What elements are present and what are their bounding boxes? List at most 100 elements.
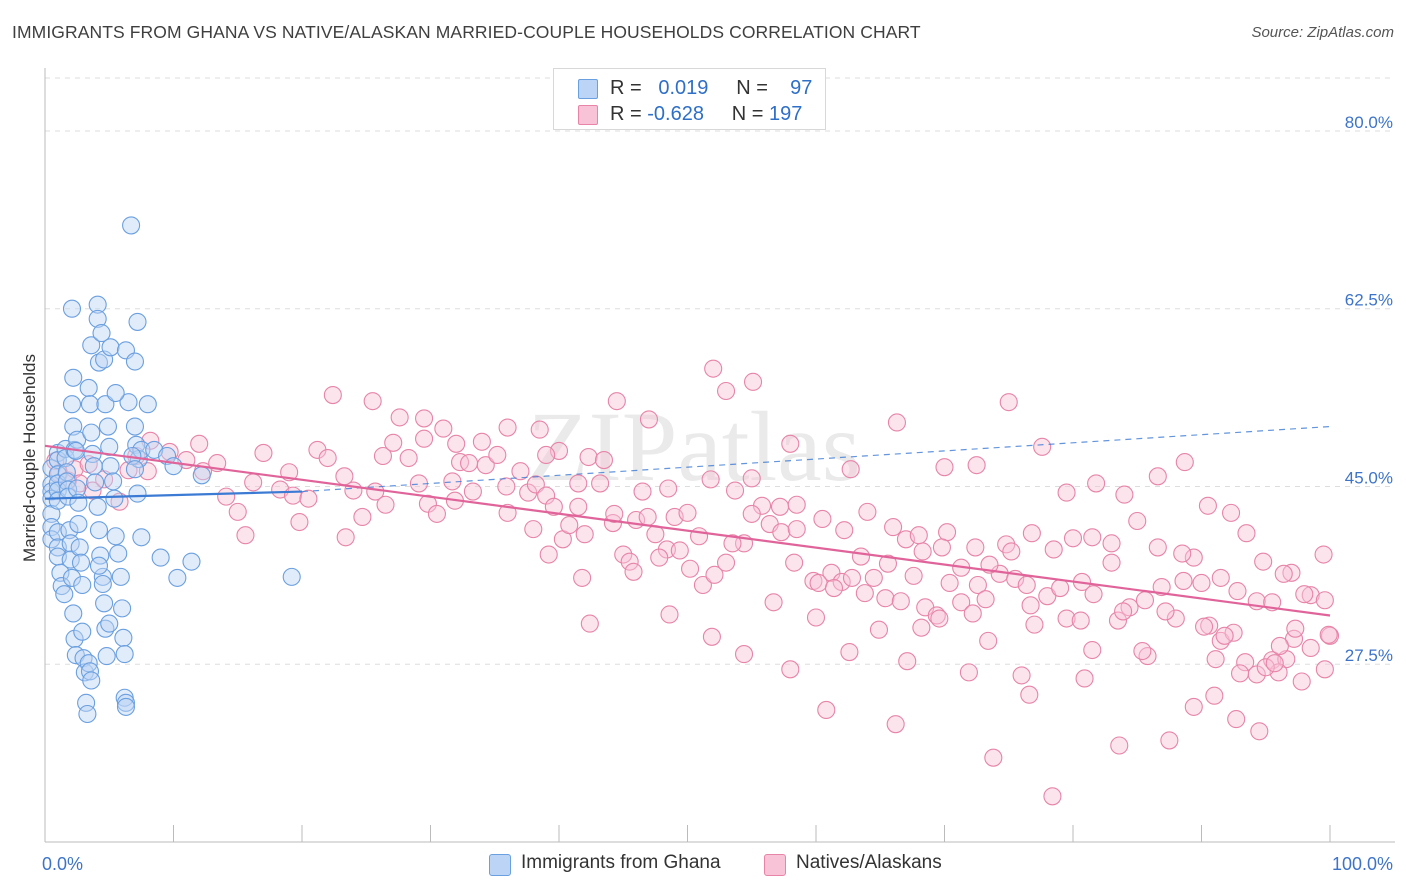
pink-point [660, 605, 679, 624]
pink-point [472, 432, 491, 451]
blue-point [84, 457, 103, 476]
pink-point [353, 507, 372, 526]
pink-point [1133, 641, 1152, 661]
pink-point [119, 461, 138, 480]
pink-point [415, 409, 434, 428]
pink-point [1128, 511, 1147, 531]
pink-point [1110, 736, 1129, 755]
trend-lines [44, 425, 1331, 617]
y-tick-label: 27.5% [1345, 646, 1393, 665]
pink-point [716, 553, 736, 572]
blue-point [80, 662, 100, 681]
pink-point [842, 568, 862, 587]
blue-point [48, 465, 67, 484]
pink-point [1087, 474, 1106, 493]
blue-point [132, 528, 151, 547]
pink-point [390, 408, 409, 427]
pink-point [463, 482, 482, 501]
pink-point [1200, 616, 1219, 635]
pink-point [909, 526, 928, 545]
stats-legend: R = 0.019 N = 97 R = -0.628 N = 197 [553, 68, 826, 130]
pink-point [1083, 528, 1102, 547]
pink-point [809, 573, 828, 593]
pink-point [1166, 609, 1185, 628]
pink-point [1173, 544, 1192, 563]
blue-point [168, 568, 187, 587]
pink-point [236, 526, 255, 545]
blue-point [62, 395, 82, 414]
pink-point [537, 445, 556, 465]
pink-point [633, 482, 652, 501]
pink-point [999, 393, 1018, 412]
pink-point [1206, 650, 1225, 669]
blue-point [78, 704, 97, 724]
blue-point [89, 556, 109, 575]
legend-blue-r-value: 0.019 [658, 77, 709, 99]
pink-point [1038, 587, 1057, 606]
pink-point [1084, 585, 1103, 604]
blue-point [93, 574, 112, 594]
bottom-legend-pink-label: Natives/Alaskans [796, 852, 942, 873]
pink-point [787, 520, 806, 539]
blue-point [88, 497, 107, 516]
pink-point [399, 448, 418, 468]
pink-point [1320, 626, 1340, 645]
blue-point [106, 527, 125, 546]
pink-point [840, 642, 859, 662]
pink-point [620, 552, 639, 571]
y-axis-label: Married-couple Households [20, 354, 39, 562]
pink-point [217, 487, 236, 506]
pink-point [1152, 577, 1171, 597]
pink-point [723, 534, 742, 553]
pink-point [681, 559, 700, 578]
pink-point [575, 525, 594, 544]
pink-point [530, 420, 549, 439]
pink-point [447, 434, 466, 453]
pink-point [1075, 669, 1094, 688]
pink-point [1102, 553, 1121, 572]
blue-point [128, 312, 147, 331]
blue-point [80, 395, 100, 414]
pink-point [434, 419, 453, 438]
pink-point [966, 538, 985, 557]
blue-point [64, 604, 83, 623]
pink-point [1138, 647, 1157, 666]
pink-point [841, 460, 860, 479]
pink-point [526, 475, 545, 494]
pink-point [1051, 579, 1070, 598]
pink-point [1174, 571, 1193, 590]
pink-point [742, 504, 761, 523]
pink-point [1301, 586, 1320, 605]
blue-point [111, 567, 130, 586]
blue-point [82, 671, 101, 690]
pink-points [46, 359, 1340, 806]
pink-point [858, 502, 877, 521]
pink-point [1198, 496, 1217, 515]
pink-point [817, 700, 836, 719]
pink-point [418, 494, 437, 513]
blue-points [42, 216, 301, 724]
pink-point [884, 518, 903, 537]
pink-point [764, 593, 783, 612]
blue-point [158, 446, 177, 466]
pink-point [1192, 573, 1211, 593]
pink-point [913, 542, 932, 561]
tick-labels: 27.5% 45.0% 62.5% 80.0% 0.0% 100.0% [42, 113, 1393, 874]
pink-point [864, 568, 883, 587]
blue-point [69, 515, 88, 534]
blue-point [164, 457, 183, 476]
blue-point [79, 378, 98, 397]
pink-point [1135, 591, 1155, 610]
blue-point [113, 599, 132, 618]
pink-point [1282, 563, 1301, 582]
blue-point [115, 645, 134, 664]
pink-point [940, 573, 959, 593]
blue-point [92, 324, 111, 343]
blue-point [138, 395, 157, 414]
pink-point [639, 410, 659, 429]
pink-point [851, 547, 871, 566]
pink-point [1270, 636, 1289, 656]
blue-point [71, 553, 91, 572]
pink-point [984, 748, 1003, 767]
pink-point [1114, 602, 1133, 621]
